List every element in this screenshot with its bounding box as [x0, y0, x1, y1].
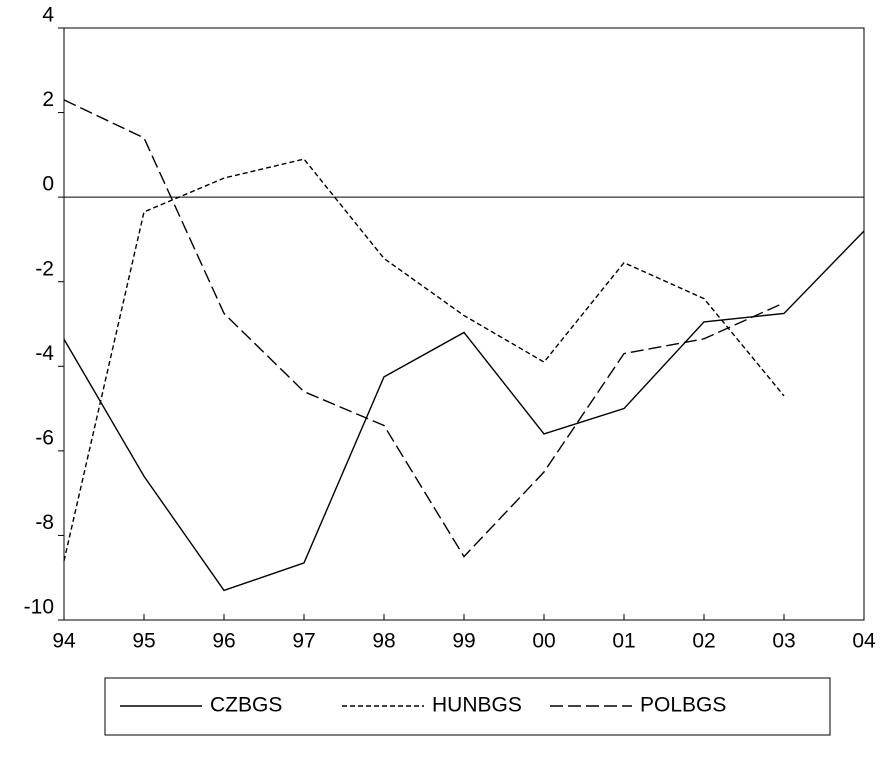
x-tick-label: 00 [532, 630, 555, 653]
series-line [63, 230, 865, 592]
y-tick-label: -4 [35, 342, 54, 365]
y-tick-label: -6 [35, 426, 54, 449]
y-tick-label: 0 [42, 173, 54, 196]
x-tick-label: 03 [772, 630, 795, 653]
x-tick-label: 04 [852, 630, 876, 653]
x-tick-label: 94 [52, 630, 76, 653]
y-tick-label: -10 [24, 596, 54, 619]
y-tick-label: -2 [35, 257, 54, 280]
x-tick-label: 01 [612, 630, 635, 653]
plot-frame [63, 27, 865, 621]
legend-box [104, 677, 831, 736]
x-tick-label: 95 [132, 630, 155, 653]
x-tick-label: 99 [452, 630, 475, 653]
series-line [63, 99, 785, 558]
legend-label: POLBGS [640, 694, 726, 717]
series-line [63, 158, 785, 561]
y-tick-label: 2 [42, 88, 54, 111]
x-tick-label: 97 [292, 630, 315, 653]
x-tick-label: 02 [692, 630, 715, 653]
legend-label: CZBGS [210, 694, 282, 717]
x-tick-label: 98 [372, 630, 395, 653]
y-tick-label: -8 [35, 511, 54, 534]
legend-label: HUNBGS [432, 694, 522, 717]
x-tick-label: 96 [212, 630, 235, 653]
y-tick-label: 4 [42, 4, 54, 27]
